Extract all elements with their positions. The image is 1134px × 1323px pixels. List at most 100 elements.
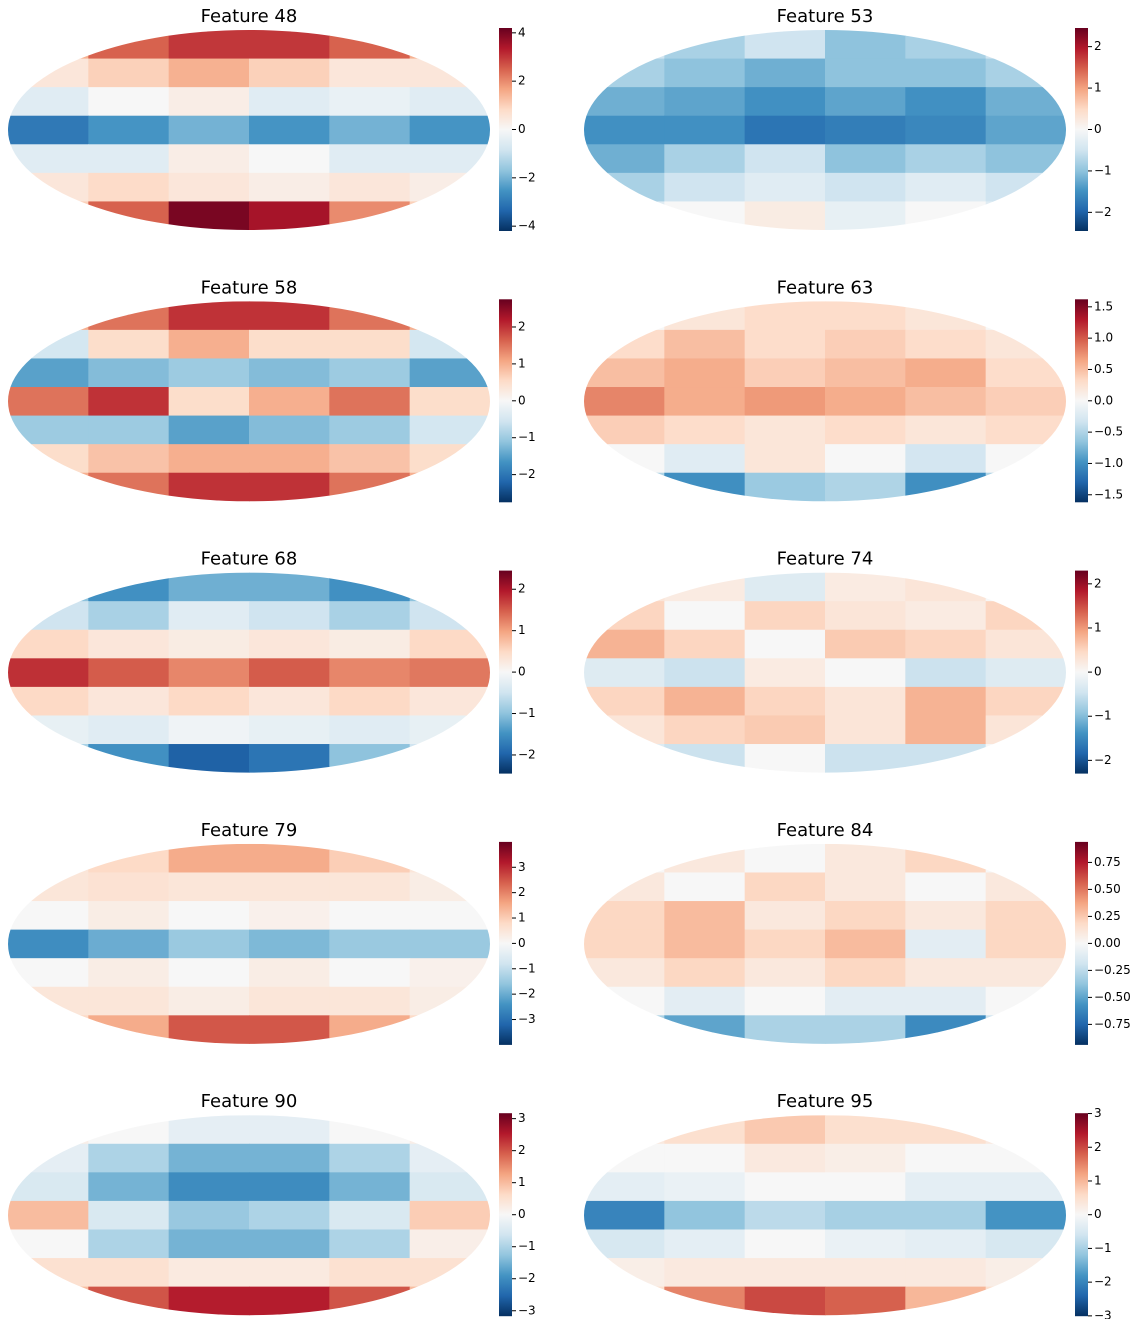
map-cell xyxy=(329,929,411,959)
map-cell xyxy=(985,601,1066,631)
map-cell xyxy=(985,301,1066,331)
map-cell xyxy=(985,843,1066,873)
colorbar-tick-label: 0 xyxy=(1094,1207,1102,1221)
map-cell xyxy=(329,87,411,117)
map xyxy=(8,1115,490,1316)
map-cell xyxy=(168,986,250,1016)
map xyxy=(8,30,490,230)
map-cell xyxy=(825,572,906,602)
colorbar-tick-label: 1 xyxy=(518,356,526,370)
map-cell xyxy=(905,329,987,359)
map-cell xyxy=(168,301,250,331)
map-cell xyxy=(249,172,330,202)
map-cell xyxy=(168,1200,250,1230)
map-cell xyxy=(8,87,89,117)
map-cell xyxy=(329,986,411,1016)
map-cell xyxy=(8,986,89,1016)
colorbar-tick-label: −3 xyxy=(518,1012,536,1026)
map-cell xyxy=(744,744,826,773)
map-cell xyxy=(8,58,89,88)
map-cell xyxy=(88,658,170,688)
map-cell xyxy=(985,87,1066,117)
map-cell xyxy=(409,843,490,873)
map-cell xyxy=(664,472,746,502)
map-cell xyxy=(985,901,1066,931)
map-cell xyxy=(329,572,411,602)
map-cell xyxy=(825,744,906,773)
map-cell xyxy=(249,1258,330,1288)
map-cell xyxy=(8,1143,89,1173)
map-cell xyxy=(985,115,1066,145)
map-cell xyxy=(88,415,170,445)
map-cell xyxy=(985,1172,1066,1202)
map-cell xyxy=(329,958,411,988)
map-cell xyxy=(584,30,665,60)
map-cell xyxy=(409,744,490,773)
map-cell xyxy=(409,715,490,745)
colorbar-tick-label: −1 xyxy=(518,706,536,720)
map-cell xyxy=(168,744,250,773)
map-cell xyxy=(985,744,1066,773)
map-cell xyxy=(88,387,170,417)
map-cell xyxy=(825,87,906,117)
colorbar-tick-label: −3 xyxy=(1094,1308,1112,1319)
colorbar-tick-label: −2 xyxy=(518,987,536,1001)
map-cell xyxy=(825,1115,906,1145)
colorbar-tick-label: −4 xyxy=(518,219,536,233)
map-cell xyxy=(168,1286,250,1316)
map-cell xyxy=(905,958,987,988)
map-cell xyxy=(249,58,330,88)
map-cell xyxy=(8,172,89,202)
map-cell xyxy=(329,58,411,88)
map-cell xyxy=(985,958,1066,988)
panel-title: Feature 84 xyxy=(777,820,874,841)
colorbar-tick-label: 1 xyxy=(1094,1173,1102,1187)
panel-title: Feature 58 xyxy=(201,277,298,298)
map-cell xyxy=(88,1143,170,1173)
map-cell xyxy=(584,1143,665,1173)
map-cell xyxy=(985,1115,1066,1145)
map-cell xyxy=(584,1229,665,1259)
map-cell xyxy=(905,1143,987,1173)
colorbar-tick-label: −1 xyxy=(1094,709,1112,723)
colorbar-tick-label: 0 xyxy=(518,936,526,950)
map-cell xyxy=(88,201,170,230)
map-cell xyxy=(8,329,89,359)
map-cell xyxy=(88,1286,170,1316)
map-cell xyxy=(744,1115,826,1145)
map-cell xyxy=(8,872,89,902)
colorbar-tick-label: −2 xyxy=(518,467,536,481)
map-cell xyxy=(88,572,170,602)
map-cell xyxy=(409,658,490,688)
map-cell xyxy=(249,1115,330,1145)
map-cell xyxy=(249,329,330,359)
map-cell xyxy=(409,144,490,174)
map-cell xyxy=(168,144,250,174)
map-cell xyxy=(905,472,987,502)
map-cell xyxy=(8,744,89,773)
map-cell xyxy=(664,172,746,202)
map-cell xyxy=(168,87,250,117)
map-cell xyxy=(905,1258,987,1288)
map-cell xyxy=(409,901,490,931)
colorbar-tick-label: −2 xyxy=(1094,205,1112,219)
map-cell xyxy=(664,201,746,230)
map-cell xyxy=(905,1115,987,1145)
map-cell xyxy=(985,986,1066,1016)
map-cell xyxy=(409,415,490,445)
colorbar-tick-label: −3 xyxy=(518,1303,536,1317)
map-cell xyxy=(825,472,906,502)
map-cell xyxy=(825,601,906,631)
map-cell xyxy=(329,1015,411,1044)
map-cell xyxy=(329,872,411,902)
map-cell xyxy=(329,201,411,230)
map-cell xyxy=(329,1258,411,1288)
map-cell xyxy=(744,358,826,388)
colorbar-tick-label: −1 xyxy=(1094,1241,1112,1255)
map-cell xyxy=(249,958,330,988)
map-cell xyxy=(905,744,987,773)
map-cell xyxy=(168,329,250,359)
map-cell xyxy=(168,601,250,631)
colorbar-tick-label: 2 xyxy=(1094,576,1102,590)
colorbar-tick-label: 2 xyxy=(518,1143,526,1157)
